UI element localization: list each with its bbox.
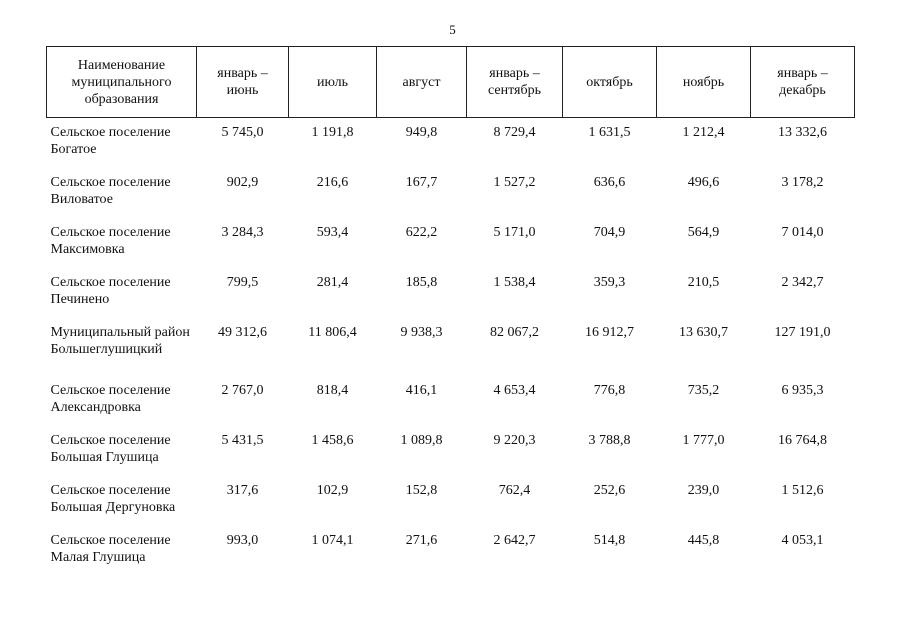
- cell-value: 704,9: [593, 225, 626, 240]
- cell-value: 167,7: [405, 175, 438, 190]
- table-row: Сельское поселение Большая Дергуновка 31…: [47, 478, 855, 528]
- header-aug: август: [376, 46, 467, 118]
- cell-value: 281,4: [316, 275, 349, 290]
- cell-value: 1 631,5: [588, 125, 631, 140]
- cell-value: 13 630,7: [679, 325, 728, 340]
- cell-value: 152,8: [405, 483, 438, 498]
- cell-value: 949,8: [405, 125, 438, 140]
- row-name: Сельское поселение Малая Глушица: [50, 533, 171, 565]
- cell-value: 902,9: [226, 175, 259, 190]
- cell-value: 185,8: [405, 275, 438, 290]
- cell-value: 799,5: [226, 275, 259, 290]
- cell-value: 4 653,4: [493, 383, 536, 398]
- table-header: Наименование муниципального образования …: [46, 46, 855, 118]
- header-municipality: Наименование муниципального образования: [46, 46, 197, 118]
- cell-value: 3 178,2: [781, 175, 824, 190]
- table-body: Сельское поселение Богатое 5 745,0 1 191…: [47, 118, 855, 579]
- cell-value: 1 777,0: [682, 433, 725, 448]
- table-row: Сельское поселение Печинено 799,5 281,4 …: [47, 270, 855, 320]
- cell-value: 127 191,0: [774, 325, 831, 340]
- cell-value: 5 171,0: [493, 225, 536, 240]
- cell-value: 1 527,2: [493, 175, 536, 190]
- header-jul: июль: [288, 46, 377, 118]
- cell-value: 4 053,1: [781, 533, 824, 548]
- row-name: Сельское поселение Большая Глушица: [50, 433, 171, 465]
- cell-value: 3 788,8: [588, 433, 631, 448]
- cell-value: 210,5: [687, 275, 720, 290]
- cell-value: 271,6: [405, 533, 438, 548]
- row-name: Муниципальный район Большеглушицкий: [50, 325, 190, 357]
- cell-value: 1 538,4: [493, 275, 536, 290]
- cell-value: 1 089,8: [400, 433, 443, 448]
- cell-value: 11 806,4: [308, 325, 357, 340]
- row-name: Сельское поселение Александровка: [50, 383, 171, 415]
- table-row: Сельское поселение Малая Глушица 993,0 1…: [47, 528, 855, 578]
- table-row: Сельское поселение Большая Глушица 5 431…: [47, 428, 855, 478]
- row-name: Сельское поселение Виловатое: [50, 175, 171, 207]
- header-nov: ноябрь: [656, 46, 751, 118]
- cell-value: 445,8: [687, 533, 720, 548]
- table-row: Муниципальный район Большеглушицкий 49 3…: [47, 320, 855, 378]
- cell-value: 762,4: [498, 483, 531, 498]
- cell-value: 2 642,7: [493, 533, 536, 548]
- cell-value: 13 332,6: [778, 125, 827, 140]
- cell-value: 102,9: [316, 483, 349, 498]
- cell-value: 496,6: [687, 175, 720, 190]
- table-row: Сельское поселение Максимовка 3 284,3 59…: [47, 220, 855, 270]
- table-row: Сельское поселение Виловатое 902,9 216,6…: [47, 170, 855, 220]
- cell-value: 317,6: [226, 483, 259, 498]
- cell-value: 9 220,3: [493, 433, 536, 448]
- cell-value: 735,2: [687, 383, 720, 398]
- cell-value: 82 067,2: [490, 325, 539, 340]
- data-table: Наименование муниципального образования …: [46, 46, 855, 578]
- row-name: Сельское поселение Печинено: [50, 275, 171, 307]
- cell-value: 8 729,4: [493, 125, 536, 140]
- cell-value: 636,6: [593, 175, 626, 190]
- header-jan-jun: январь – июнь: [196, 46, 289, 118]
- header-jan-dec: январь – декабрь: [750, 46, 855, 118]
- cell-value: 1 212,4: [682, 125, 725, 140]
- cell-value: 9 938,3: [400, 325, 443, 340]
- cell-value: 16 912,7: [585, 325, 634, 340]
- cell-value: 49 312,6: [218, 325, 267, 340]
- cell-value: 564,9: [687, 225, 720, 240]
- cell-value: 1 074,1: [311, 533, 354, 548]
- row-name: Сельское поселение Максимовка: [50, 225, 171, 257]
- cell-value: 2 767,0: [221, 383, 264, 398]
- cell-value: 514,8: [593, 533, 626, 548]
- cell-value: 7 014,0: [781, 225, 824, 240]
- cell-value: 216,6: [316, 175, 349, 190]
- cell-value: 1 458,6: [311, 433, 354, 448]
- cell-value: 5 745,0: [221, 125, 264, 140]
- cell-value: 3 284,3: [221, 225, 264, 240]
- cell-value: 6 935,3: [781, 383, 824, 398]
- cell-value: 252,6: [593, 483, 626, 498]
- cell-value: 5 431,5: [221, 433, 264, 448]
- cell-value: 359,3: [593, 275, 626, 290]
- cell-value: 622,2: [405, 225, 438, 240]
- row-name: Сельское поселение Большая Дергуновка: [50, 483, 176, 515]
- cell-value: 1 191,8: [311, 125, 354, 140]
- header-row: Наименование муниципального образования …: [46, 46, 855, 118]
- table-row: Сельское поселение Александровка 2 767,0…: [47, 378, 855, 428]
- cell-value: 1 512,6: [781, 483, 824, 498]
- row-name: Сельское поселение Богатое: [50, 125, 171, 157]
- page-number: 5: [449, 22, 456, 37]
- cell-value: 239,0: [687, 483, 720, 498]
- cell-value: 16 764,8: [778, 433, 827, 448]
- cell-value: 593,4: [316, 225, 349, 240]
- cell-value: 2 342,7: [781, 275, 824, 290]
- header-oct: октябрь: [562, 46, 657, 118]
- header-jan-sep: январь – сентябрь: [466, 46, 563, 118]
- cell-value: 776,8: [593, 383, 626, 398]
- table-row: Сельское поселение Богатое 5 745,0 1 191…: [47, 118, 855, 171]
- cell-value: 818,4: [316, 383, 349, 398]
- cell-value: 416,1: [405, 383, 438, 398]
- cell-value: 993,0: [226, 533, 259, 548]
